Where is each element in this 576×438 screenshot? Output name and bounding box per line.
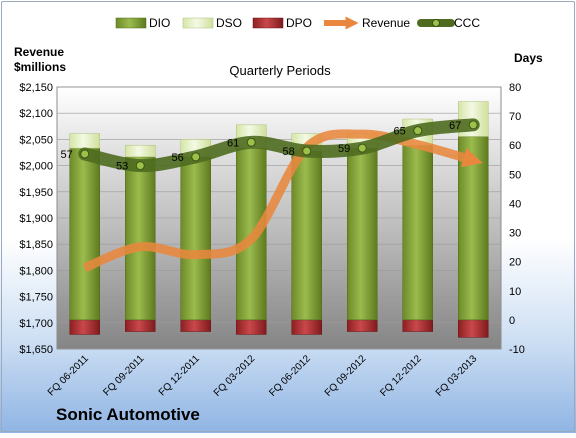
y-left-tick-label: $2,000: [19, 161, 53, 173]
legend-swatch-dpo: [252, 17, 284, 29]
bar-series: [69, 101, 489, 338]
x-tick-label: FQ 12-2012: [378, 353, 424, 399]
y-right-tick-label: 50: [509, 169, 521, 181]
y-left-tick-label: $1,800: [19, 265, 53, 277]
ccc-data-label: 67: [449, 120, 461, 132]
y-right-tick-label: 40: [509, 198, 521, 210]
ccc-data-label: 59: [338, 143, 350, 155]
bar-dpo: [402, 319, 433, 332]
legend-label-dso: DSO: [216, 16, 242, 30]
ccc-point: [246, 137, 256, 147]
y-left-title-line2: $millions: [14, 60, 66, 74]
bar-dso: [125, 144, 156, 158]
ccc-data-label: 56: [172, 152, 184, 164]
y-left-title-line1: Revenue: [14, 45, 64, 59]
bar-dio: [458, 136, 489, 321]
revenue-line: [83, 129, 483, 272]
legend-swatch-dso: [182, 17, 214, 29]
ccc-line: [78, 118, 480, 173]
y-left-tick-label: $1,700: [19, 318, 53, 330]
ccc-data-label: 57: [61, 149, 73, 161]
legend-label-dio: DIO: [149, 16, 170, 30]
legend-label-ccc: CCC: [454, 16, 480, 30]
ccc-point: [80, 149, 90, 159]
bar-dpo: [69, 319, 100, 335]
ccc-point: [191, 152, 201, 162]
legend: DIO DSO DPO Revenue CCC: [115, 16, 480, 30]
ccc-point: [357, 143, 367, 153]
y-left-tick-label: $2,150: [19, 82, 53, 94]
x-tick-label: FQ 06-2012: [267, 353, 313, 399]
bar-dio: [402, 144, 433, 321]
bar-dpo: [458, 319, 489, 338]
ccc-point: [135, 161, 145, 171]
x-axis: FQ 06-2011 FQ 09-2011 FQ 12-2011 FQ 03-2012…: [46, 353, 480, 399]
y-right-tick-label: 80: [509, 82, 521, 94]
bar-dpo: [125, 319, 156, 332]
y-right-axis: -10 0 10 20 30 40 50 60 70 80: [509, 82, 525, 356]
y-right-tick-label: -10: [509, 344, 525, 356]
y-right-tick-label: 70: [509, 111, 521, 123]
ccc-point: [413, 126, 423, 136]
y-left-tick-label: $1,900: [19, 213, 53, 225]
bar-dpo: [291, 319, 322, 335]
bar-dio: [125, 156, 156, 321]
bar-dio: [69, 147, 100, 321]
bar-dio: [180, 156, 211, 321]
ccc-data-label: 53: [116, 161, 128, 173]
x-tick-label: FQ 03-2012: [212, 353, 258, 399]
bar-dio: [291, 150, 322, 321]
y-right-tick-label: 20: [509, 257, 521, 269]
bar-dpo: [180, 319, 211, 332]
y-left-tick-label: $2,100: [19, 108, 53, 120]
y-left-tick-label: $2,050: [19, 134, 53, 146]
ccc-point: [468, 120, 478, 130]
bar-dpo: [236, 319, 267, 335]
bar-dso: [69, 133, 100, 149]
x-tick-label: FQ 12-2011: [157, 353, 202, 398]
x-tick-label: FQ 03-2013: [434, 353, 480, 399]
chart-title: Quarterly Periods: [229, 63, 331, 78]
ccc-series: 57 53 56 61 58 59 65 67: [61, 118, 480, 173]
y-left-tick-label: $1,750: [19, 292, 53, 304]
x-tick-label: FQ 09-2011: [101, 353, 146, 398]
company-name: Sonic Automotive: [56, 405, 200, 424]
legend-swatch-dio: [115, 17, 147, 29]
revenue-series: [83, 129, 483, 272]
y-left-tick-label: $1,650: [19, 344, 53, 356]
y-left-tick-label: $1,950: [19, 187, 53, 199]
legend-swatch-ccc: [417, 19, 455, 27]
legend-label-revenue: Revenue: [362, 16, 410, 30]
y-left-tick-label: $1,850: [19, 239, 53, 251]
ccc-data-label: 58: [283, 146, 295, 158]
bar-dio: [347, 147, 378, 321]
y-right-tick-label: 10: [509, 286, 521, 298]
bar-dpo: [347, 319, 378, 332]
y-right-tick-label: 0: [509, 315, 515, 327]
y-right-tick-label: 60: [509, 140, 521, 152]
ccc-point: [302, 146, 312, 156]
y-right-tick-label: 30: [509, 228, 521, 240]
ccc-data-label: 65: [394, 126, 406, 138]
x-tick-label: FQ 09-2012: [323, 353, 369, 399]
y-right-title: Days: [514, 51, 543, 65]
ccc-data-label: 61: [227, 137, 239, 149]
legend-label-dpo: DPO: [286, 16, 312, 30]
x-tick-label: FQ 06-2011: [46, 353, 91, 398]
